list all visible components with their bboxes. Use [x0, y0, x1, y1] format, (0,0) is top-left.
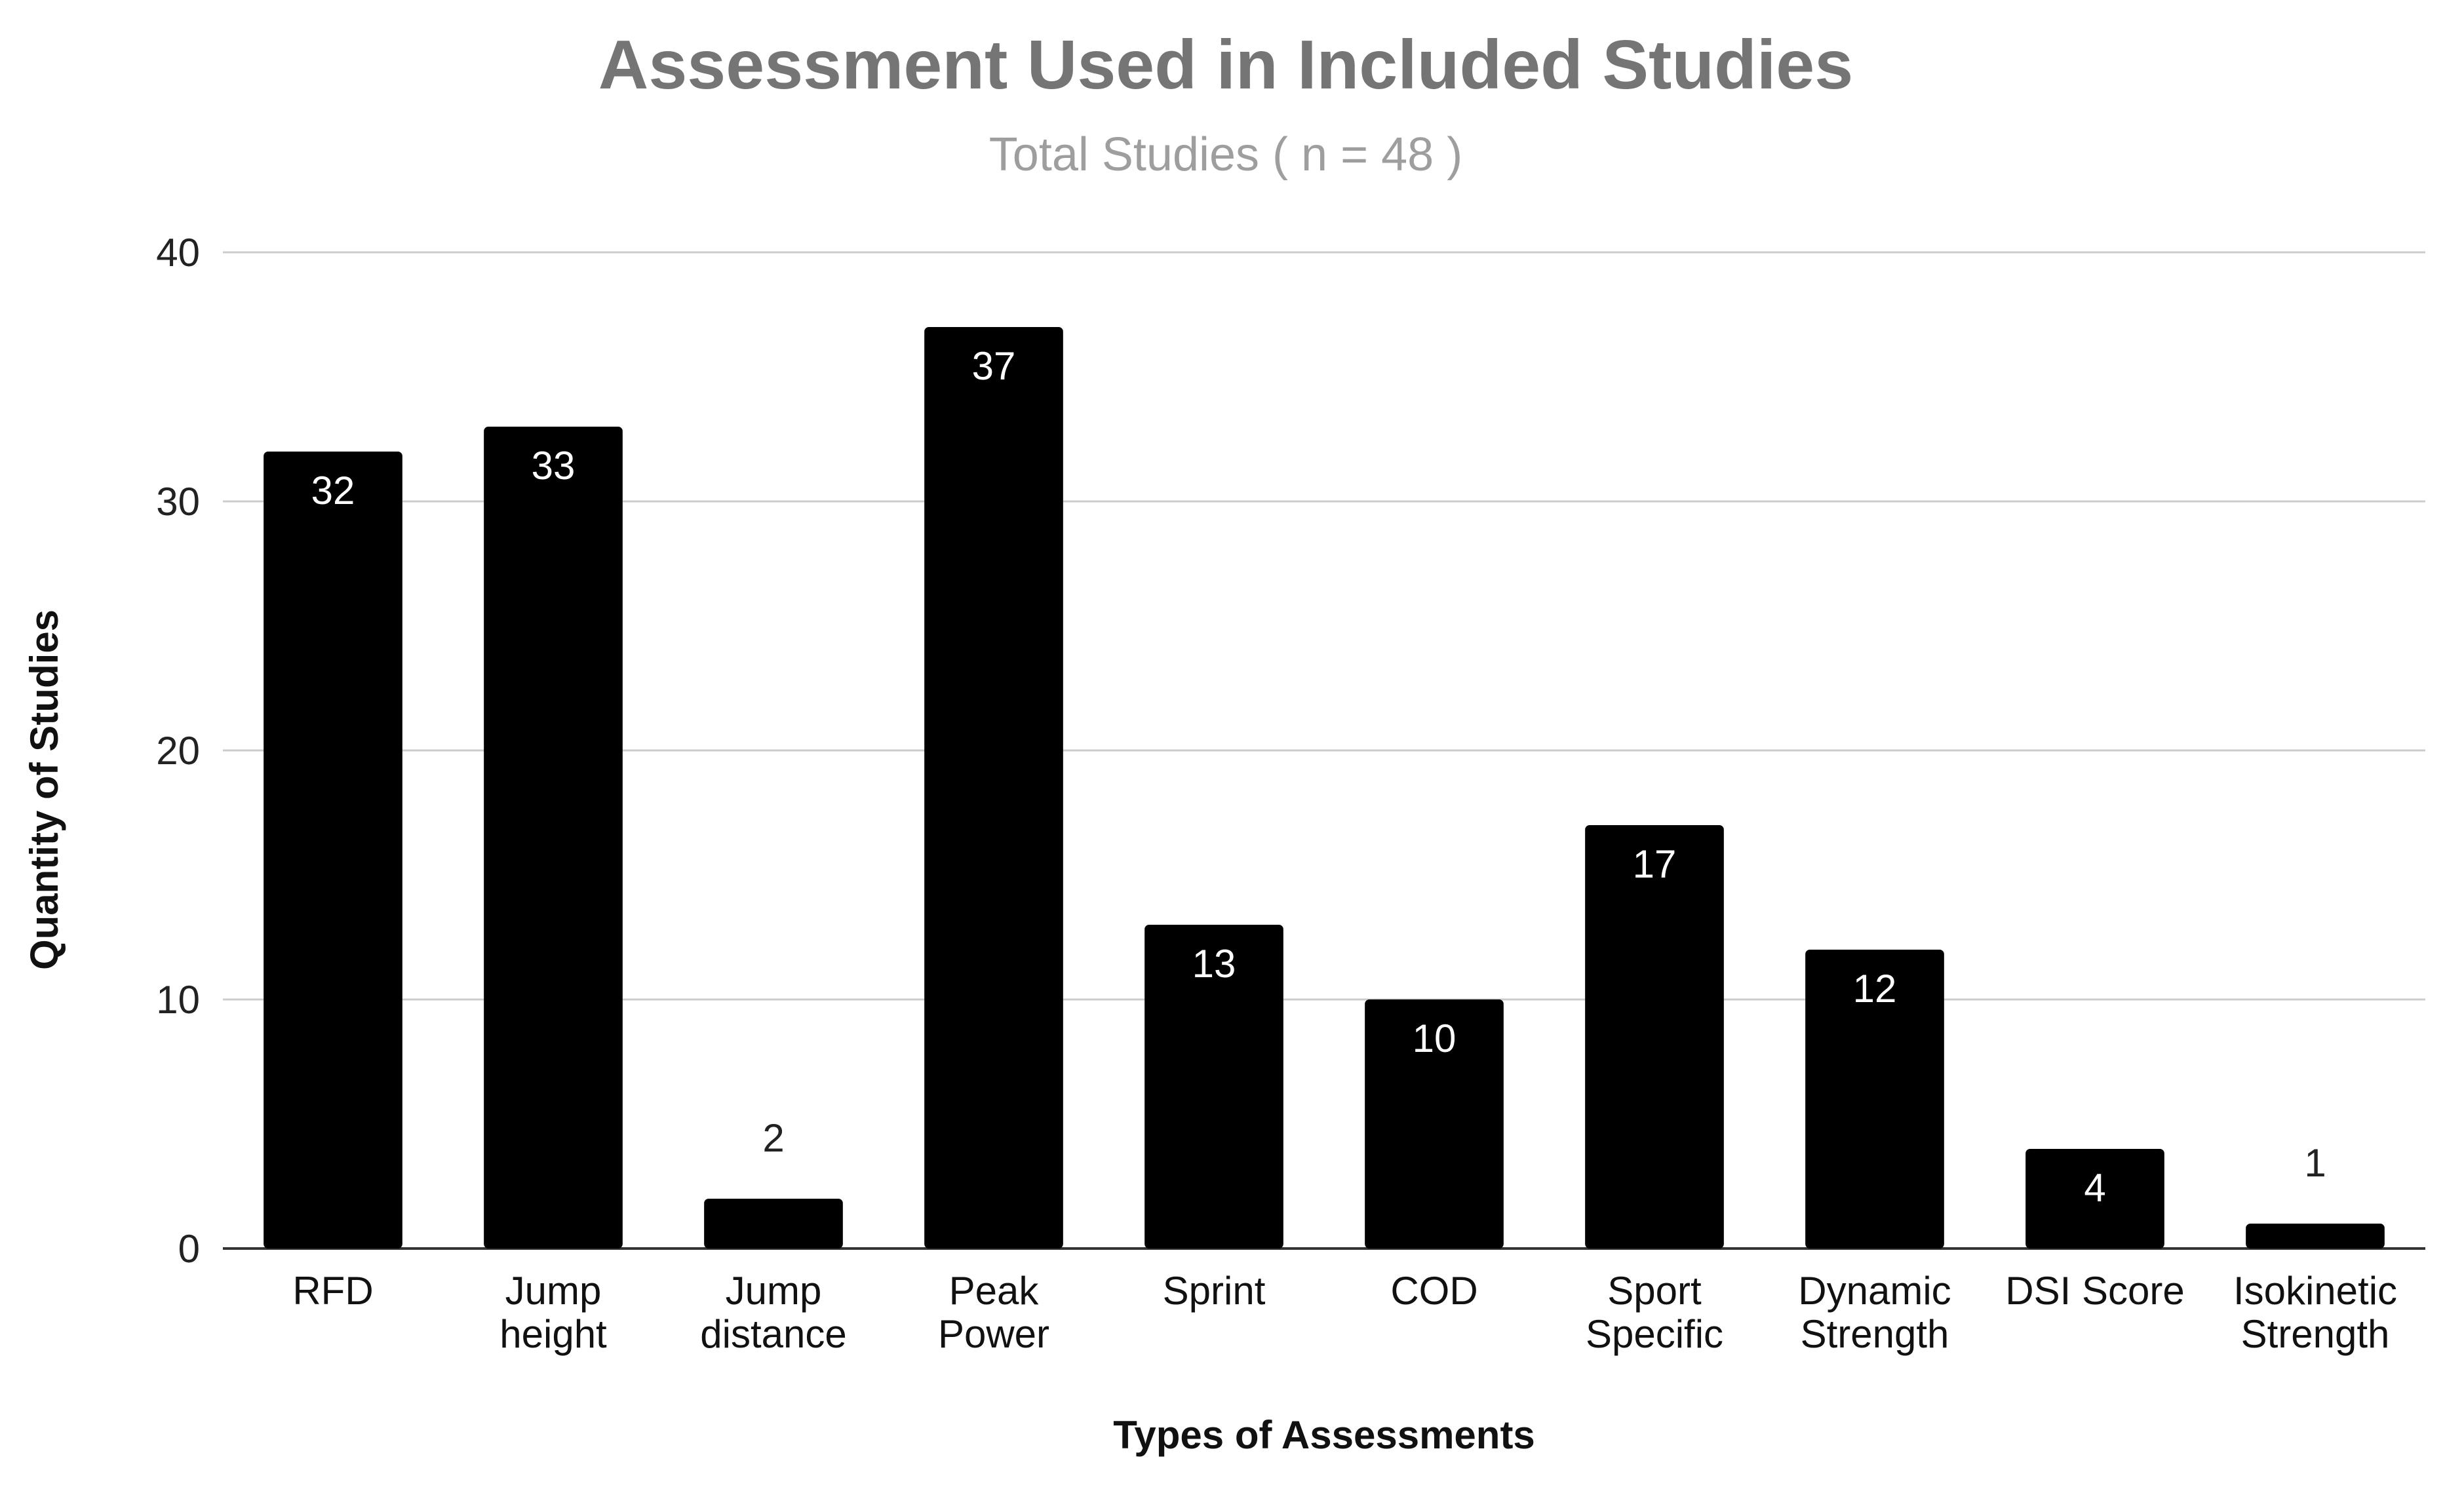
x-category-label: Jump height [499, 1269, 607, 1356]
x-category-label-line: Jump [505, 1269, 602, 1313]
x-category-label: Dynamic Strength [1798, 1269, 1951, 1356]
data-label: 37 [972, 344, 1016, 388]
x-category-label-line: COD [1390, 1269, 1477, 1313]
x-category-label: Peak Power [938, 1269, 1049, 1356]
x-category-label-line: Power [938, 1312, 1049, 1356]
x-category-label-line: Sport [1607, 1269, 1702, 1313]
bar [924, 327, 1063, 1249]
x-category-label: Jump distance [700, 1269, 846, 1356]
chart-subtitle: Total Studies ( n = 48 ) [989, 128, 1462, 181]
y-tick-label: 0 [178, 1227, 200, 1271]
x-category-label-line: DSI Score [2005, 1269, 2184, 1313]
bar [2025, 1149, 2164, 1249]
x-category-label-line: height [499, 1312, 607, 1356]
chart-title: Assessment Used in Included Studies [598, 26, 1853, 104]
bar [1365, 999, 1504, 1249]
data-label: 2 [762, 1116, 784, 1160]
y-tick-label: 40 [156, 231, 200, 275]
data-label: 10 [1413, 1017, 1457, 1060]
data-label: 17 [1633, 842, 1677, 886]
x-category-label-line: RFD [292, 1269, 373, 1313]
x-category-label-line: distance [700, 1312, 846, 1356]
y-axis-title: Quantity of Studies [22, 610, 66, 970]
bar [704, 1199, 843, 1249]
bar [264, 452, 402, 1249]
bar [1805, 950, 1944, 1249]
data-label: 13 [1192, 942, 1236, 986]
x-category-label: Isokinetic Strength [2233, 1269, 2397, 1356]
y-tick-label: 20 [156, 729, 200, 773]
bar [2246, 1224, 2385, 1249]
y-axis-ticks: 0 10 20 30 40 [156, 231, 200, 1271]
data-label: 32 [311, 469, 355, 513]
x-category-label: RFD [292, 1269, 373, 1313]
data-label: 1 [2304, 1141, 2326, 1185]
data-label: 33 [532, 444, 576, 488]
x-category-label: DSI Score [2005, 1269, 2184, 1313]
x-category-label-line: Isokinetic [2233, 1269, 2397, 1313]
data-label: 4 [2084, 1166, 2105, 1210]
bar [484, 427, 623, 1249]
x-axis-title: Types of Assessments [1113, 1413, 1535, 1457]
x-category-label-line: Peak [949, 1269, 1040, 1313]
x-category-label: Sport Specific [1586, 1269, 1723, 1356]
x-category-label-line: Sprint [1163, 1269, 1266, 1313]
x-category-label-line: Strength [1801, 1312, 1949, 1356]
y-tick-label: 30 [156, 480, 200, 524]
x-category-label-line: Specific [1586, 1312, 1723, 1356]
x-category-label: COD [1390, 1269, 1477, 1313]
bars [264, 327, 2385, 1249]
data-labels: 32 33 2 37 13 10 17 12 4 1 [311, 344, 2326, 1210]
data-label: 12 [1853, 967, 1897, 1011]
y-tick-label: 10 [156, 978, 200, 1022]
x-category-label: Sprint [1163, 1269, 1266, 1313]
bar [1585, 825, 1724, 1249]
x-category-label-line: Jump [726, 1269, 822, 1313]
x-category-label-line: Dynamic [1798, 1269, 1951, 1313]
bar [1144, 925, 1283, 1249]
x-category-label-line: Strength [2241, 1312, 2390, 1356]
